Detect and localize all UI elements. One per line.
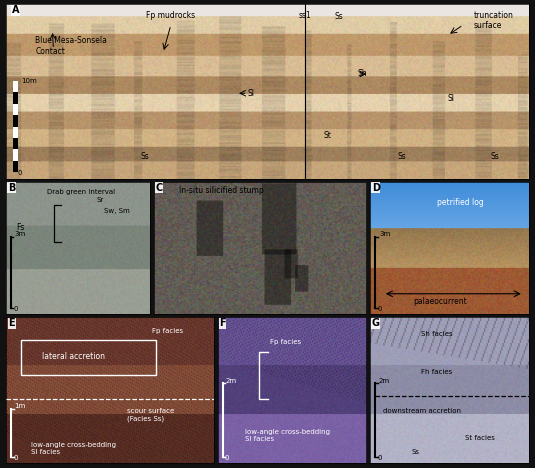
Text: Blue Mesa-Sonsela
Contact: Blue Mesa-Sonsela Contact — [35, 36, 107, 56]
Text: Ss: Ss — [398, 152, 407, 161]
Bar — [13, 115, 18, 127]
Text: E: E — [9, 318, 15, 328]
Text: A: A — [12, 6, 19, 15]
Bar — [21, 340, 156, 375]
Text: Sl: Sl — [248, 89, 255, 98]
Text: 0: 0 — [225, 455, 230, 461]
Text: B: B — [8, 183, 15, 193]
Text: Sh facies: Sh facies — [421, 331, 453, 337]
Text: 1m: 1m — [14, 403, 26, 409]
Text: Fh facies: Fh facies — [421, 370, 452, 375]
Text: palaeocurrent: palaeocurrent — [413, 297, 467, 306]
Text: 0: 0 — [378, 455, 383, 461]
Text: Sr: Sr — [97, 197, 104, 203]
Text: downstream accretion: downstream accretion — [383, 408, 461, 414]
Text: 0: 0 — [13, 455, 18, 461]
Text: Sl: Sl — [448, 94, 455, 103]
Text: Fs: Fs — [17, 223, 25, 232]
Text: 10m: 10m — [21, 78, 37, 84]
Text: Ss: Ss — [411, 449, 419, 454]
Bar — [13, 126, 18, 138]
Text: Drab green interval: Drab green interval — [47, 189, 114, 195]
Text: Ss: Ss — [140, 152, 149, 161]
Text: C: C — [156, 183, 163, 193]
Text: 0: 0 — [378, 306, 383, 312]
Text: ss1: ss1 — [299, 11, 311, 20]
Text: Fp mudrocks: Fp mudrocks — [147, 11, 195, 20]
Text: lateral accretion: lateral accretion — [42, 352, 105, 361]
Text: Ss: Ss — [335, 12, 343, 21]
Bar — [13, 149, 18, 161]
Text: In-situ silicified stump: In-situ silicified stump — [179, 186, 264, 195]
Text: low-angle cross-bedding
Sl facies: low-angle cross-bedding Sl facies — [32, 442, 116, 455]
Text: F: F — [219, 318, 226, 328]
Bar — [13, 104, 18, 115]
Bar — [13, 81, 18, 92]
Bar — [13, 138, 18, 149]
Text: truncation
surface: truncation surface — [474, 11, 514, 30]
Bar — [13, 161, 18, 172]
Text: Fp facies: Fp facies — [152, 329, 183, 335]
Bar — [13, 92, 18, 104]
Text: Ss: Ss — [490, 152, 499, 161]
Text: St facies: St facies — [465, 435, 495, 441]
Text: scour surface
(Facies Ss): scour surface (Facies Ss) — [127, 408, 174, 422]
Text: G: G — [372, 318, 380, 328]
Text: Sw, Sm: Sw, Sm — [104, 208, 129, 213]
Text: 0: 0 — [13, 306, 18, 312]
Text: Fp facies: Fp facies — [270, 339, 301, 345]
Text: 2m: 2m — [379, 378, 390, 384]
Text: Sh: Sh — [357, 69, 367, 79]
Text: low-angle cross-bedding
Sl facies: low-angle cross-bedding Sl facies — [244, 429, 330, 442]
Text: St: St — [324, 131, 332, 140]
Text: D: D — [372, 183, 380, 193]
Text: petrified log: petrified log — [437, 198, 484, 207]
Text: 2m: 2m — [226, 378, 237, 384]
Text: 3m: 3m — [379, 231, 390, 237]
Text: 0: 0 — [18, 170, 22, 176]
Text: 3m: 3m — [14, 231, 26, 237]
